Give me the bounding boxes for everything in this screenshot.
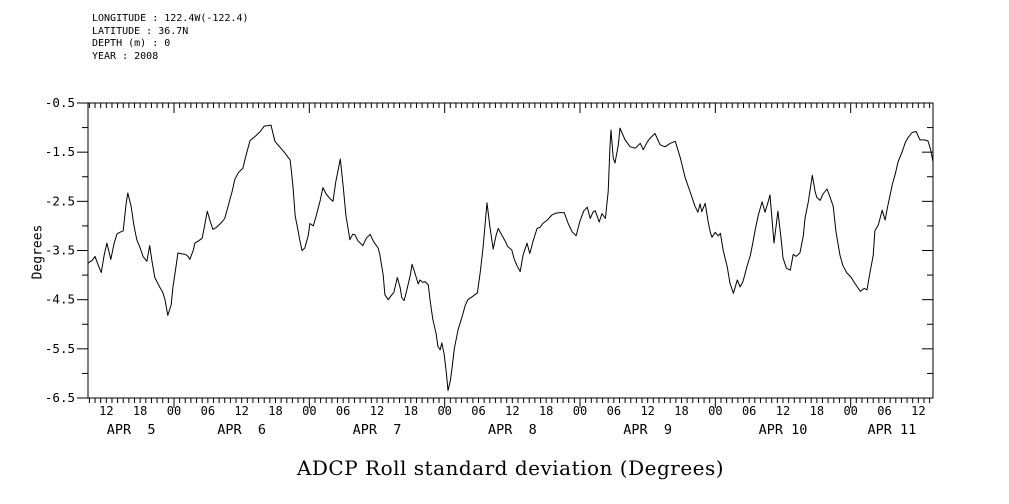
x-tick-label: 12 [370, 404, 384, 418]
x-tick-label: 12 [911, 404, 925, 418]
x-tick-label: 18 [268, 404, 282, 418]
x-tick-label: 18 [810, 404, 824, 418]
x-tick-label: 12 [505, 404, 519, 418]
x-tick-label: 18 [539, 404, 553, 418]
x-day-label: APR 9 [623, 422, 672, 438]
x-tick-label: 12 [99, 404, 113, 418]
x-tick-label: 12 [640, 404, 654, 418]
x-tick-label: 12 [234, 404, 248, 418]
x-day-label: APR 5 [107, 422, 156, 438]
x-day-label: APR 6 [217, 422, 266, 438]
plot-border [87, 102, 934, 399]
y-tick-label: -5.5 [45, 341, 75, 356]
y-axis-title: Degrees [30, 224, 46, 280]
y-tick-label: -4.5 [45, 292, 75, 307]
y-tick-label: -3.5 [45, 243, 75, 258]
x-tick-label: 00 [573, 404, 587, 418]
x-tick-label: 12 [776, 404, 790, 418]
y-tick-label: -0.5 [45, 95, 75, 110]
x-day-label: APR 11 [867, 422, 916, 438]
x-tick-label: 06 [336, 404, 350, 418]
x-tick-label: 06 [742, 404, 756, 418]
metadata-block: LONGITUDE : 122.4W(-122.4) LATITUDE : 36… [92, 13, 249, 63]
x-tick-label: 00 [302, 404, 316, 418]
y-tick-label: -1.5 [45, 144, 75, 159]
x-day-label: APR 10 [759, 422, 808, 438]
x-tick-label: 00 [843, 404, 857, 418]
data-line [87, 124, 934, 392]
x-tick-label: 06 [201, 404, 215, 418]
metadata-longitude: LONGITUDE : 122.4W(-122.4) [92, 13, 249, 24]
x-tick-label: 06 [471, 404, 485, 418]
x-day-label: APR 7 [353, 422, 402, 438]
x-tick-label: 18 [404, 404, 418, 418]
metadata-latitude: LATITUDE : 36.7N [92, 25, 189, 37]
x-day-label: APR 8 [488, 422, 537, 438]
x-tick-label: 06 [877, 404, 891, 418]
metadata-depth: DEPTH (m) : 0 [92, 38, 171, 49]
x-tick-label: 00 [708, 404, 722, 418]
chart-title: ADCP Roll standard deviation (Degrees) [296, 456, 725, 480]
x-tick-label: 18 [674, 404, 688, 418]
x-tick-label: 18 [133, 404, 147, 418]
x-tick-label: 00 [437, 404, 451, 418]
y-tick-label: -6.5 [45, 390, 75, 405]
metadata-year: YEAR : 2008 [92, 50, 159, 62]
x-tick-label: 00 [167, 404, 181, 418]
x-tick-label: 06 [607, 404, 621, 418]
y-tick-label: -2.5 [45, 193, 75, 208]
